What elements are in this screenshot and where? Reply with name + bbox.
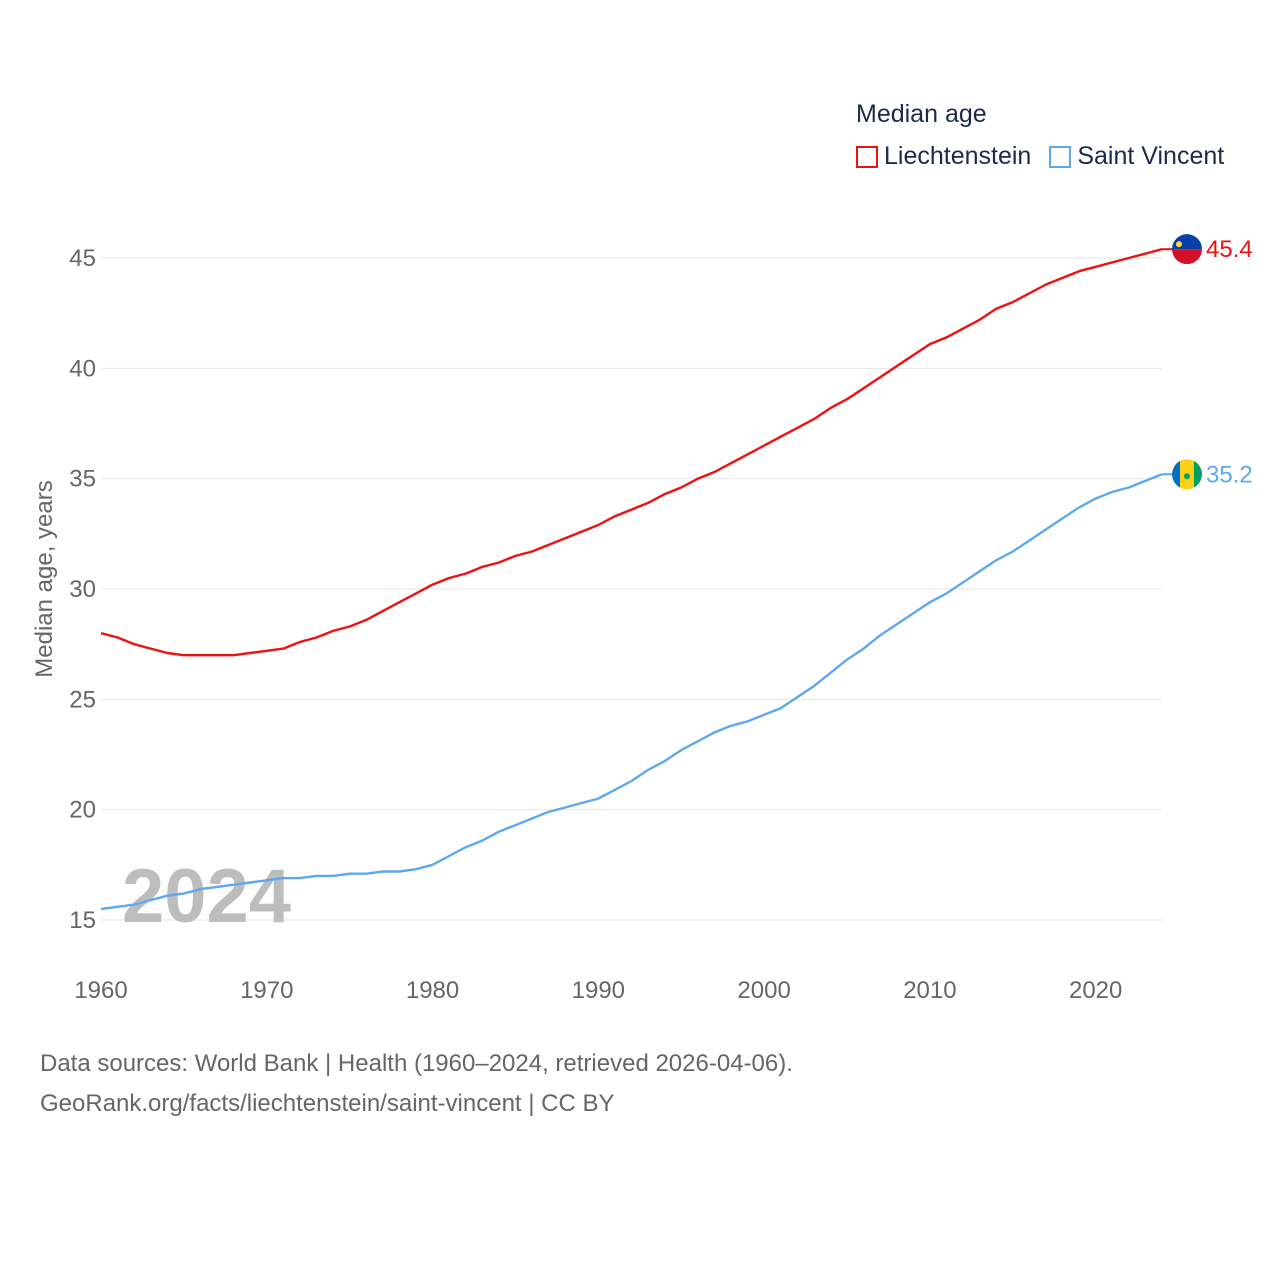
x-tick-label: 2000 xyxy=(737,977,790,1004)
legend-item-liechtenstein[interactable]: Liechtenstein xyxy=(856,142,1031,171)
y-tick-label: 35 xyxy=(69,466,96,493)
legend-title: Median age xyxy=(856,100,987,128)
crown-icon xyxy=(1176,241,1182,248)
legend-swatch xyxy=(856,145,878,168)
series-line-saint-vincent xyxy=(100,473,1163,911)
source-link[interactable]: GeoRank.org/facts/liechtenstein/saint-vi… xyxy=(40,1090,615,1117)
legend-label: Liechtenstein xyxy=(884,142,1032,170)
legend-label: Saint Vincent xyxy=(1077,142,1225,170)
legend-swatch xyxy=(1049,145,1072,168)
x-tick-label: 1960 xyxy=(74,977,127,1004)
x-tick-label: 1980 xyxy=(406,977,459,1004)
flag-stripe xyxy=(1194,461,1202,488)
x-tick-label: 1990 xyxy=(572,977,625,1004)
y-tick-label: 30 xyxy=(69,576,96,603)
y-tick-label: 15 xyxy=(69,907,96,934)
flag-liechtenstein-icon xyxy=(1172,249,1202,265)
y-axis-label: Median age, years xyxy=(31,480,58,677)
x-tick-label: 2010 xyxy=(903,977,956,1004)
x-tick-label: 2020 xyxy=(1069,977,1122,1004)
year-watermark: 2024 xyxy=(122,854,291,939)
legend-item-saint-vincent[interactable]: Saint Vincent xyxy=(1049,142,1224,171)
diamond-icon xyxy=(1184,473,1190,480)
flag-liechtenstein-icon xyxy=(1172,234,1202,250)
end-value-label: 45.4 xyxy=(1206,236,1253,263)
y-tick-label: 20 xyxy=(69,797,96,824)
x-tick-label: 1970 xyxy=(240,977,293,1004)
data-sources: Data sources: World Bank | Health (1960–… xyxy=(40,1050,793,1077)
y-tick-label: 40 xyxy=(69,355,96,382)
series-line-liechtenstein xyxy=(100,248,1163,657)
legend: Liechtenstein Saint Vincent xyxy=(856,142,1224,171)
end-value-label: 35.2 xyxy=(1206,461,1253,488)
flag-stripe xyxy=(1172,461,1180,488)
footer: Data sources: World Bank | Health (1960–… xyxy=(40,1044,793,1124)
y-tick-label: 25 xyxy=(69,686,96,713)
y-tick-label: 45 xyxy=(69,245,96,272)
